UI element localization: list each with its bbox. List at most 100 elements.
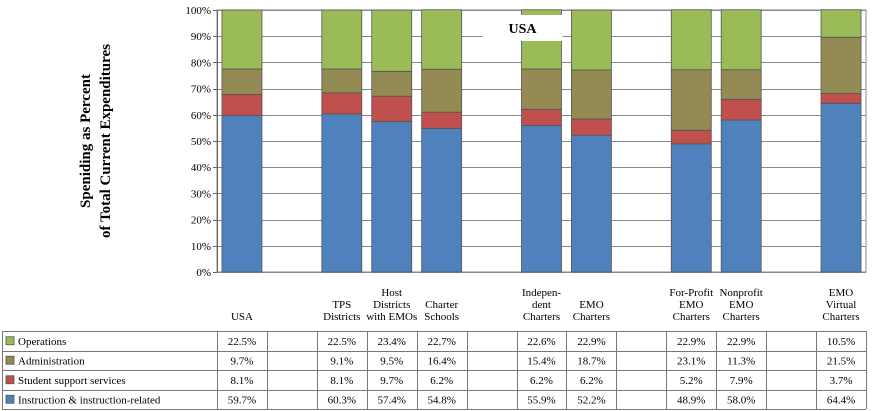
data-table: Operations 22.5% 22.5% 23.4% 22.7% 22.6% 22.9%… bbox=[2, 331, 867, 410]
y-tick-label: 50% bbox=[191, 136, 211, 148]
bar-segment bbox=[820, 9, 862, 38]
category-label: Nonprofit bbox=[719, 287, 762, 299]
bar-segment bbox=[421, 111, 463, 129]
y-axis-label: Speniding as Percent of Total Current Exp… bbox=[78, 44, 114, 238]
data-label: 5.2% bbox=[680, 375, 703, 387]
bar-segment bbox=[571, 69, 612, 120]
chart-title-text: USA bbox=[508, 22, 537, 37]
category-label: Charters bbox=[523, 311, 560, 323]
data-label: 57.4% bbox=[378, 394, 406, 406]
y-tick-label: 0% bbox=[196, 267, 211, 279]
data-label: 23.4% bbox=[378, 336, 406, 348]
title-background bbox=[482, 15, 563, 41]
legend-swatch bbox=[5, 375, 15, 385]
data-label: 23.1% bbox=[677, 355, 705, 367]
bar-segment bbox=[421, 128, 463, 273]
legend-label: Operations bbox=[18, 336, 66, 348]
category-label: Charters bbox=[822, 311, 859, 323]
data-label: 64.4% bbox=[827, 394, 855, 406]
data-label: 11.3% bbox=[727, 355, 755, 367]
category-label: Districts bbox=[373, 299, 410, 311]
y-axis-ticks: 0% 10% 20% 30% 40% 50% 60% 70% 80% 90% 100% bbox=[185, 5, 218, 279]
category-label: Schools bbox=[424, 311, 459, 323]
data-label: 48.9% bbox=[677, 394, 705, 406]
data-label: 59.7% bbox=[228, 394, 256, 406]
data-label: 9.7% bbox=[380, 375, 403, 387]
bar-segment bbox=[820, 102, 862, 273]
y-tick-label: 60% bbox=[191, 110, 211, 122]
data-label: 6.2% bbox=[530, 375, 553, 387]
data-label: 16.4% bbox=[427, 355, 455, 367]
category-label: dent bbox=[532, 299, 551, 311]
legend-swatch bbox=[5, 394, 15, 404]
category-label: TPS bbox=[332, 299, 351, 311]
bar-segment bbox=[421, 9, 463, 70]
data-label: 58.0% bbox=[727, 394, 755, 406]
bar-segment bbox=[221, 9, 263, 70]
legend-label: Administration bbox=[18, 355, 85, 367]
legend-swatch bbox=[5, 336, 15, 346]
data-label: 52.2% bbox=[577, 394, 605, 406]
y-axis-title-line: Speniding as Percent bbox=[78, 74, 94, 208]
bar-segment bbox=[221, 68, 263, 95]
category-label: Indepen- bbox=[522, 287, 561, 299]
data-label: 8.1% bbox=[330, 375, 353, 387]
bar-segment bbox=[571, 118, 612, 136]
category-label: For-Profit bbox=[669, 287, 713, 299]
category-label: Charters bbox=[573, 311, 610, 323]
category-label: USA bbox=[231, 311, 253, 323]
y-tick-label: 70% bbox=[191, 84, 211, 96]
category-label: Districts bbox=[323, 311, 360, 323]
data-label: 9.1% bbox=[330, 355, 353, 367]
data-label: 55.9% bbox=[527, 394, 555, 406]
data-label: 6.2% bbox=[580, 375, 603, 387]
y-tick-label: 20% bbox=[191, 215, 211, 227]
data-label: 22.9% bbox=[677, 336, 705, 348]
bar-segment bbox=[221, 93, 263, 116]
data-label: 22.5% bbox=[228, 336, 256, 348]
category-label: EMO bbox=[729, 299, 754, 311]
bar-segment bbox=[571, 134, 612, 273]
y-tick-label: 100% bbox=[185, 5, 211, 17]
bar-segment bbox=[421, 68, 463, 113]
chart-title: USA bbox=[482, 15, 563, 41]
category-label: EMO bbox=[829, 287, 854, 299]
y-axis-title-line: of Total Current Expenditures bbox=[98, 44, 114, 238]
bar-segment bbox=[670, 9, 712, 71]
bar-segment bbox=[371, 121, 413, 273]
bar-segment bbox=[321, 113, 363, 273]
category-label: EMO bbox=[579, 299, 604, 311]
category-label: Charters bbox=[673, 311, 710, 323]
legend-swatch bbox=[5, 355, 15, 365]
bar-segment bbox=[720, 9, 762, 71]
data-label: 60.3% bbox=[328, 394, 356, 406]
category-label: Host bbox=[381, 287, 402, 299]
y-tick-label: 40% bbox=[191, 162, 211, 174]
y-axis-title: Speniding as Percent of Total Current Exp… bbox=[78, 44, 114, 238]
bar-segment bbox=[521, 108, 562, 126]
bar-segment bbox=[820, 93, 862, 104]
data-label: 22.7% bbox=[427, 336, 455, 348]
bar-segment bbox=[321, 9, 363, 70]
category-label: with EMOs bbox=[366, 311, 417, 323]
bar-segment bbox=[670, 129, 712, 145]
y-tick-label: 10% bbox=[191, 241, 211, 253]
data-label: 7.9% bbox=[730, 375, 753, 387]
bar-segment bbox=[371, 70, 413, 97]
legend-label: Instruction & instruction-related bbox=[18, 394, 161, 406]
bar-segment bbox=[720, 98, 762, 121]
data-label: 15.4% bbox=[527, 355, 555, 367]
y-tick-label: 80% bbox=[191, 57, 211, 69]
bar-segment bbox=[371, 95, 413, 123]
y-tick-label: 90% bbox=[191, 31, 211, 43]
data-label: 3.7% bbox=[830, 375, 853, 387]
bar-segment bbox=[820, 36, 862, 94]
category-label: Charters bbox=[723, 311, 760, 323]
data-label: 9.7% bbox=[231, 355, 254, 367]
legend-label: Student support services bbox=[18, 375, 126, 387]
bar-segment bbox=[571, 9, 612, 71]
data-label: 9.5% bbox=[380, 355, 403, 367]
data-label: 10.5% bbox=[827, 336, 855, 348]
